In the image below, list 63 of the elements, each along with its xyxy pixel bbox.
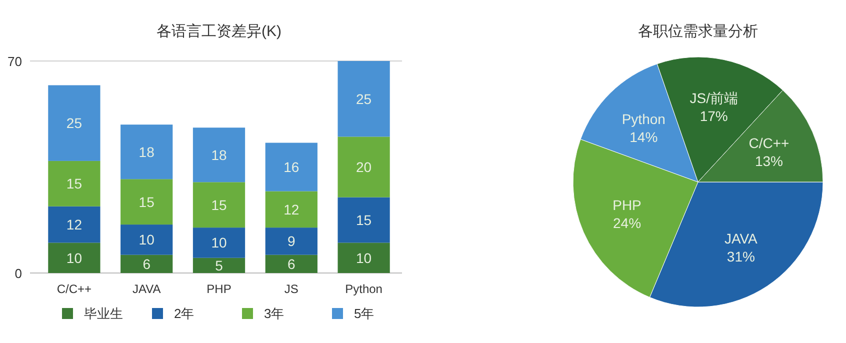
bar bbox=[338, 136, 390, 198]
data-label: 15 bbox=[211, 196, 227, 213]
data-label: 16 bbox=[284, 159, 300, 175]
bar bbox=[265, 142, 318, 192]
bar bbox=[120, 224, 173, 255]
slice-label: C/C++ bbox=[748, 134, 790, 151]
data-label: 24% bbox=[612, 215, 642, 232]
data-label: 17% bbox=[700, 108, 728, 124]
bar bbox=[338, 242, 390, 273]
data-label: 6 bbox=[288, 256, 296, 272]
data-label: 12 bbox=[66, 216, 82, 233]
data-label: 18 bbox=[211, 146, 227, 163]
chart-title: 各职位需求量分析 bbox=[638, 23, 758, 40]
x-tick-label: Python bbox=[345, 282, 382, 296]
x-tick-label: PHP bbox=[206, 282, 232, 296]
slice-label: Python bbox=[622, 110, 666, 127]
data-label: 31% bbox=[726, 248, 755, 265]
bar bbox=[265, 254, 318, 273]
x-tick-label: C/C++ bbox=[56, 282, 92, 296]
bar bbox=[338, 61, 390, 137]
data-label: 10 bbox=[66, 250, 82, 266]
bar bbox=[120, 124, 173, 180]
slice-label: JAVA bbox=[724, 230, 758, 247]
x-tick-label: JS bbox=[284, 282, 298, 296]
data-label: 6 bbox=[142, 256, 151, 272]
bar bbox=[120, 254, 173, 273]
data-label: 13% bbox=[754, 152, 784, 169]
data-label: 10 bbox=[211, 234, 227, 251]
bar bbox=[48, 85, 100, 161]
bar bbox=[265, 228, 318, 255]
slice-label: JS/前端 bbox=[690, 90, 738, 106]
data-label: 25 bbox=[356, 90, 372, 107]
x-tick-label: JAVA bbox=[132, 282, 161, 296]
bar bbox=[192, 228, 246, 258]
y-tick-label: 70 bbox=[8, 54, 22, 69]
bar bbox=[48, 160, 100, 206]
bar bbox=[120, 179, 173, 225]
data-label: 14% bbox=[630, 128, 658, 145]
data-label: 25 bbox=[66, 115, 82, 132]
legend-label: 2年 bbox=[174, 306, 194, 321]
data-label: 15 bbox=[66, 176, 82, 192]
bar bbox=[192, 128, 246, 182]
data-label: 20 bbox=[356, 159, 372, 175]
y-tick-label: 0 bbox=[14, 266, 22, 281]
bar bbox=[338, 197, 390, 243]
bar bbox=[48, 242, 100, 273]
bar bbox=[192, 182, 246, 228]
legend-label: 毕业生 bbox=[84, 306, 123, 321]
data-label: 10 bbox=[138, 232, 155, 248]
data-label: 9 bbox=[288, 233, 296, 250]
legend-label: 3年 bbox=[264, 306, 284, 321]
data-label: 12 bbox=[284, 201, 300, 218]
data-label: 5 bbox=[215, 257, 224, 274]
data-label: 15 bbox=[356, 212, 372, 228]
data-label: 15 bbox=[138, 194, 155, 210]
data-label: 10 bbox=[356, 250, 372, 266]
bar bbox=[265, 191, 318, 228]
bar bbox=[48, 206, 100, 243]
legend-label: 5年 bbox=[354, 306, 374, 321]
data-label: 18 bbox=[138, 144, 155, 160]
bar bbox=[192, 258, 246, 273]
slice-label: PHP bbox=[612, 197, 642, 214]
chart-title: 各语言工资差异(K) bbox=[156, 23, 282, 40]
